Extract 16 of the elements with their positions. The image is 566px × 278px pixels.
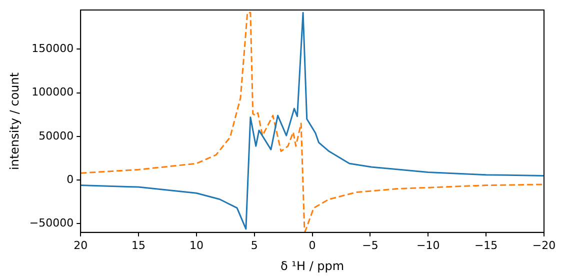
y-tick-label: −50000 — [29, 216, 74, 230]
x-tick-label: −5 — [362, 238, 378, 252]
x-axis-title: δ ¹H / ppm — [280, 258, 344, 273]
x-tick-label: −20 — [532, 238, 556, 252]
y-tick-label: 50000 — [38, 129, 74, 142]
x-tick-label: −10 — [416, 238, 440, 252]
y-tick-label: 150000 — [32, 42, 74, 56]
y-tick-label: 100000 — [32, 86, 74, 99]
x-tick-label: −15 — [474, 238, 498, 252]
x-tick-label: 10 — [189, 238, 204, 252]
y-tick-label: 0 — [66, 172, 74, 186]
x-tick-label: 5 — [250, 238, 258, 252]
x-tick-label: 15 — [132, 238, 146, 252]
y-axis-title: intensity / count — [7, 72, 22, 170]
x-tick-label: 20 — [74, 238, 88, 252]
x-tick-label: 0 — [308, 238, 316, 252]
